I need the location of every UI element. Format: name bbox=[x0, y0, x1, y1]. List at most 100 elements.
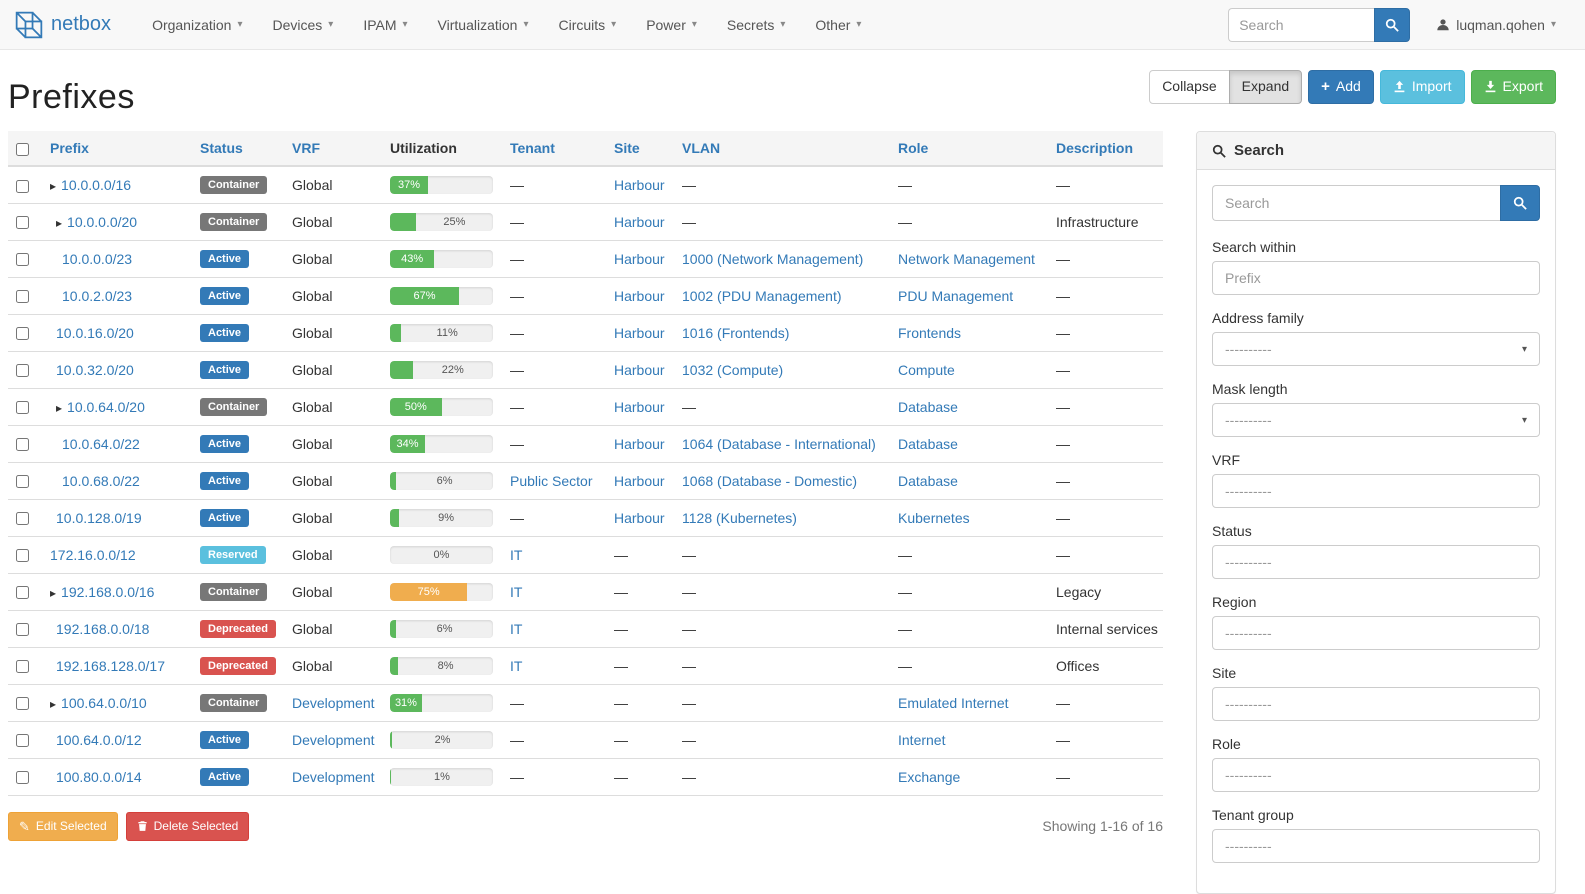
row-checkbox[interactable] bbox=[16, 623, 29, 637]
sidebar-search-button[interactable] bbox=[1500, 185, 1540, 221]
prefix-link[interactable]: 10.0.0.0/16 bbox=[61, 176, 132, 193]
row-checkbox[interactable] bbox=[16, 697, 29, 711]
nav-menu-ipam[interactable]: IPAM ▾ bbox=[348, 0, 422, 50]
site-link[interactable]: Harbour bbox=[614, 213, 665, 230]
expand-toggle-icon[interactable]: ▸ bbox=[50, 585, 57, 600]
column-header-prefix[interactable]: Prefix bbox=[42, 131, 192, 167]
row-checkbox[interactable] bbox=[16, 438, 29, 452]
prefix-link[interactable]: 10.0.68.0/22 bbox=[62, 472, 140, 489]
column-header-description[interactable]: Description bbox=[1048, 131, 1163, 167]
import-button[interactable]: Import bbox=[1379, 70, 1465, 104]
site-link[interactable]: Harbour bbox=[614, 176, 665, 193]
nav-menu-secrets[interactable]: Secrets ▾ bbox=[712, 0, 801, 50]
filter-input-site[interactable] bbox=[1212, 687, 1540, 721]
select-all-checkbox[interactable] bbox=[16, 142, 29, 156]
user-menu[interactable]: luqman.qohen ▾ bbox=[1436, 17, 1556, 33]
tenant-link[interactable]: IT bbox=[510, 657, 523, 674]
row-checkbox[interactable] bbox=[16, 475, 29, 489]
filter-input-vrf[interactable] bbox=[1212, 474, 1540, 508]
site-link[interactable]: Harbour bbox=[614, 435, 665, 452]
expand-toggle-icon[interactable]: ▸ bbox=[50, 178, 57, 193]
row-checkbox[interactable] bbox=[16, 364, 29, 378]
prefix-link[interactable]: 100.64.0.0/10 bbox=[61, 694, 147, 711]
role-link[interactable]: Emulated Internet bbox=[898, 694, 1009, 711]
role-link[interactable]: Compute bbox=[898, 361, 955, 378]
row-checkbox[interactable] bbox=[16, 549, 29, 563]
row-checkbox[interactable] bbox=[16, 179, 29, 193]
filter-select-mask-length[interactable]: ---------- ▾ bbox=[1212, 403, 1540, 437]
filter-input-status[interactable] bbox=[1212, 545, 1540, 579]
vlan-link[interactable]: 1064 (Database - International) bbox=[682, 435, 876, 452]
prefix-link[interactable]: 192.168.128.0/17 bbox=[56, 657, 165, 674]
site-link[interactable]: Harbour bbox=[614, 250, 665, 267]
filter-input-role[interactable] bbox=[1212, 758, 1540, 792]
column-header-vrf[interactable]: VRF bbox=[284, 131, 382, 167]
delete-selected-button[interactable]: Delete Selected bbox=[125, 811, 250, 841]
sidebar-search-input[interactable] bbox=[1212, 185, 1500, 221]
tenant-link[interactable]: Public Sector bbox=[510, 472, 593, 489]
site-link[interactable]: Harbour bbox=[614, 398, 665, 415]
expand-toggle-icon[interactable]: ▸ bbox=[56, 215, 63, 230]
expand-button[interactable]: Expand bbox=[1228, 70, 1303, 104]
filter-input-search-within[interactable] bbox=[1212, 261, 1540, 295]
site-link[interactable]: Harbour bbox=[614, 287, 665, 304]
role-link[interactable]: Exchange bbox=[898, 768, 961, 785]
nav-menu-power[interactable]: Power ▾ bbox=[631, 0, 712, 50]
prefix-link[interactable]: 172.16.0.0/12 bbox=[50, 546, 136, 563]
role-link[interactable]: PDU Management bbox=[898, 287, 1014, 304]
expand-toggle-icon[interactable]: ▸ bbox=[56, 400, 63, 415]
row-checkbox[interactable] bbox=[16, 660, 29, 674]
nav-menu-organization[interactable]: Organization ▾ bbox=[137, 0, 257, 50]
column-header-vlan[interactable]: VLAN bbox=[674, 131, 890, 167]
vrf-link[interactable]: Development bbox=[292, 768, 375, 785]
row-checkbox[interactable] bbox=[16, 216, 29, 230]
role-link[interactable]: Internet bbox=[898, 731, 946, 748]
nav-menu-devices[interactable]: Devices ▾ bbox=[257, 0, 348, 50]
vlan-link[interactable]: 1002 (PDU Management) bbox=[682, 287, 842, 304]
row-checkbox[interactable] bbox=[16, 401, 29, 415]
add-button[interactable]: + Add bbox=[1308, 70, 1374, 104]
role-link[interactable]: Kubernetes bbox=[898, 509, 970, 526]
role-link[interactable]: Database bbox=[898, 398, 958, 415]
prefix-link[interactable]: 100.80.0.0/14 bbox=[56, 768, 142, 785]
site-link[interactable]: Harbour bbox=[614, 324, 665, 341]
filter-input-region[interactable] bbox=[1212, 616, 1540, 650]
prefix-link[interactable]: 10.0.0.0/23 bbox=[62, 250, 133, 267]
nav-menu-circuits[interactable]: Circuits ▾ bbox=[543, 0, 631, 50]
navbar-search-button[interactable] bbox=[1374, 7, 1411, 42]
prefix-link[interactable]: 10.0.0.0/20 bbox=[67, 213, 138, 230]
prefix-link[interactable]: 10.0.2.0/23 bbox=[62, 287, 133, 304]
role-link[interactable]: Frontends bbox=[898, 324, 962, 341]
row-checkbox[interactable] bbox=[16, 771, 29, 785]
prefix-link[interactable]: 10.0.64.0/22 bbox=[62, 435, 140, 452]
navbar-search-input[interactable] bbox=[1228, 7, 1375, 42]
filter-select-address-family[interactable]: ---------- ▾ bbox=[1212, 332, 1540, 366]
vlan-link[interactable]: 1032 (Compute) bbox=[682, 361, 784, 378]
prefix-link[interactable]: 100.64.0.0/12 bbox=[56, 731, 142, 748]
row-checkbox[interactable] bbox=[16, 586, 29, 600]
site-link[interactable]: Harbour bbox=[614, 472, 665, 489]
column-header-tenant[interactable]: Tenant bbox=[502, 131, 606, 167]
prefix-link[interactable]: 10.0.32.0/20 bbox=[56, 361, 134, 378]
tenant-link[interactable]: IT bbox=[510, 620, 523, 637]
edit-selected-button[interactable]: ✎ Edit Selected bbox=[8, 811, 118, 841]
column-header-role[interactable]: Role bbox=[890, 131, 1048, 167]
vrf-link[interactable]: Development bbox=[292, 694, 375, 711]
vrf-link[interactable]: Development bbox=[292, 731, 375, 748]
row-checkbox[interactable] bbox=[16, 327, 29, 341]
filter-input-tenant-group[interactable] bbox=[1212, 829, 1540, 863]
prefix-link[interactable]: 10.0.128.0/19 bbox=[56, 509, 142, 526]
role-link[interactable]: Database bbox=[898, 472, 958, 489]
row-checkbox[interactable] bbox=[16, 734, 29, 748]
prefix-link[interactable]: 192.168.0.0/18 bbox=[56, 620, 150, 637]
row-checkbox[interactable] bbox=[16, 253, 29, 267]
row-checkbox[interactable] bbox=[16, 290, 29, 304]
vlan-link[interactable]: 1068 (Database - Domestic) bbox=[682, 472, 858, 489]
collapse-button[interactable]: Collapse bbox=[1149, 70, 1230, 104]
prefix-link[interactable]: 10.0.16.0/20 bbox=[56, 324, 134, 341]
tenant-link[interactable]: IT bbox=[510, 583, 523, 600]
column-header-site[interactable]: Site bbox=[606, 131, 674, 167]
nav-menu-other[interactable]: Other ▾ bbox=[800, 0, 876, 50]
nav-menu-virtualization[interactable]: Virtualization ▾ bbox=[423, 0, 544, 50]
vlan-link[interactable]: 1000 (Network Management) bbox=[682, 250, 864, 267]
